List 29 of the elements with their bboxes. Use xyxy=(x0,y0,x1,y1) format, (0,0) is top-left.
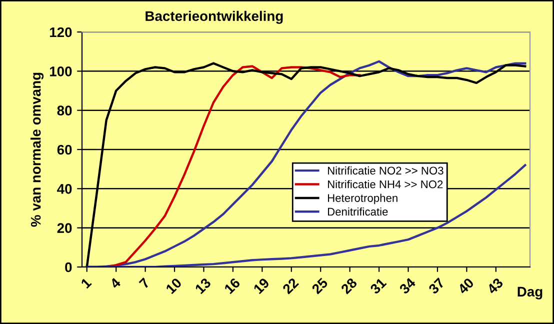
x-tick-label: 22 xyxy=(282,277,299,294)
x-tick-label: 34 xyxy=(398,277,416,295)
x-tick-label: 25 xyxy=(311,277,328,295)
y-tick-label: 0 xyxy=(65,262,72,272)
chart-title: Bacterieontwikkeling xyxy=(146,10,283,24)
x-tick-label: 16 xyxy=(224,277,241,294)
y-tick-label: 100 xyxy=(50,66,72,76)
y-tick-label: 20 xyxy=(57,223,72,234)
x-tick-label: 10 xyxy=(165,277,182,294)
legend-label: Heterotrophen xyxy=(328,194,398,204)
x-tick-label: 31 xyxy=(369,277,387,295)
x-tick-label: 1 xyxy=(80,277,92,289)
legend-label: Denitrificatie xyxy=(328,207,388,216)
x-tick-label: 13 xyxy=(194,277,212,294)
legend-label: Nitrificatie NO2 >> NO3 xyxy=(328,166,444,175)
x-tick-label: 37 xyxy=(428,277,446,295)
y-axis-title: % van normale omvang xyxy=(30,72,44,227)
x-tick-label: 19 xyxy=(253,277,270,294)
y-tick-label: 80 xyxy=(57,106,72,116)
x-tick-label: 4 xyxy=(109,277,122,290)
x-tick-label: 7 xyxy=(138,278,150,289)
x-tick-label: 43 xyxy=(486,277,504,295)
legend-label: Nitrificatie NH4 >> NO2 xyxy=(328,180,443,188)
x-tick-label: 28 xyxy=(340,277,358,295)
y-tick-label: 120 xyxy=(50,27,72,38)
y-tick-label: 60 xyxy=(57,144,72,155)
x-tick-label: 40 xyxy=(457,277,474,295)
x-axis-title: Dag xyxy=(518,286,542,300)
y-tick-label: 40 xyxy=(57,184,72,194)
